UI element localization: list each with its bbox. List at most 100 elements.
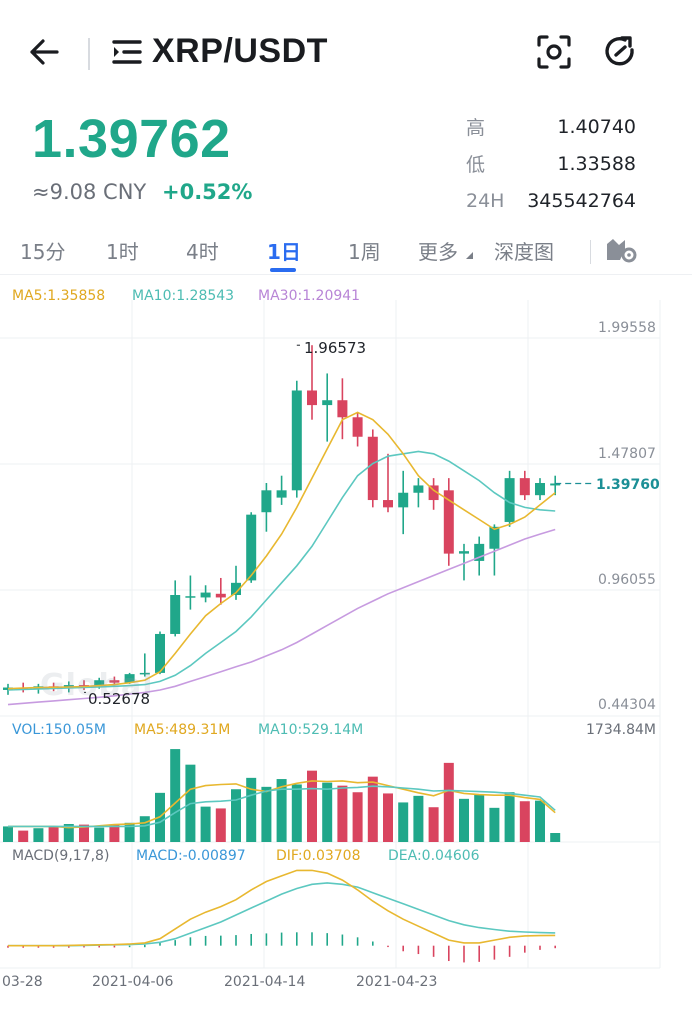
candle-body (398, 492, 409, 508)
fullscreen-button[interactable] (532, 30, 576, 74)
pair-selector[interactable]: XRP/USDT (112, 32, 328, 71)
candle-body (200, 592, 211, 598)
volume-bar (276, 779, 287, 842)
ma10-line (7, 450, 556, 691)
candle-body (489, 526, 500, 549)
volume-bar (519, 801, 530, 842)
volume-bar (367, 776, 378, 842)
candle-body (3, 687, 13, 690)
stat-label: 低 (466, 154, 486, 176)
chart-settings-icon (607, 239, 637, 263)
candle-body (109, 680, 120, 683)
tab-1w[interactable]: 1周 (348, 240, 381, 264)
volume-bar (200, 806, 211, 842)
candle-body (550, 483, 561, 486)
y-tick-label: 1.99558 (598, 320, 656, 336)
candle-body (459, 551, 469, 554)
candle-body (413, 485, 424, 493)
candle-body (535, 483, 545, 496)
tabs-divider (0, 274, 692, 275)
volume-bar (246, 777, 257, 842)
candle-body (231, 582, 241, 596)
kline-chart[interactable] (0, 300, 692, 970)
volume-bar (535, 800, 545, 842)
x-tick-label: 2021-04-14 (224, 974, 306, 990)
interval-tabs: 15分 1时 4时 1日 1周 更多 深度图 (0, 226, 692, 274)
candle-body (337, 400, 348, 418)
back-arrow-icon (30, 39, 59, 65)
candle-body (170, 595, 181, 634)
volume-bar (63, 824, 74, 842)
vol-ma5-legend: MA5:489.31M (134, 722, 231, 738)
stats-panel: 高 1.40740 低 1.33588 24H 345542764 (466, 108, 636, 219)
tab-15m[interactable]: 15分 (20, 240, 66, 264)
stat-row-volume: 24H 345542764 (466, 182, 636, 219)
ma30-line (7, 528, 556, 706)
volume-bar (383, 793, 393, 842)
stat-label: 24H (466, 189, 505, 212)
volume-bar (307, 770, 317, 842)
y-tick-label: 0.44304 (598, 697, 656, 713)
volume-bar (443, 762, 454, 842)
candle-body (352, 417, 363, 437)
low-marker-label: 0.52678 (88, 690, 151, 708)
refresh-button[interactable] (598, 30, 642, 74)
vol-ma10-legend: MA10:529.14M (258, 722, 364, 738)
candle-body (307, 390, 317, 406)
volume-bar (139, 816, 150, 842)
candle-body (139, 672, 150, 675)
vol-legend: VOL:150.05M (12, 722, 106, 738)
volume-bar (504, 792, 515, 842)
stat-value: 1.40740 (557, 115, 636, 138)
candle-body (428, 485, 439, 501)
macd-value: MACD:-0.00897 (136, 848, 246, 864)
back-button[interactable] (22, 30, 66, 74)
volume-bar (489, 807, 500, 842)
dif-value: DIF:0.03708 (276, 848, 361, 864)
tab-more[interactable]: 更多 (418, 236, 474, 265)
volume-bar (3, 826, 13, 842)
tab-4h[interactable]: 4时 (186, 240, 219, 264)
ma10-legend: MA10:1.28543 (132, 288, 235, 304)
candle-body (443, 490, 454, 554)
volume-bar (398, 802, 409, 842)
candle-body (276, 490, 287, 498)
candle-body (185, 596, 196, 598)
x-tick-label: 2021-04-06 (92, 974, 174, 990)
header-divider (88, 38, 90, 70)
volume-bar (322, 782, 333, 842)
candle-body (215, 593, 226, 598)
x-tick-label: 03-28 (2, 974, 43, 990)
candle-body (474, 543, 485, 561)
stat-row-low: 低 1.33588 (466, 145, 636, 182)
volume-bar (215, 808, 226, 842)
candle-body (124, 674, 135, 683)
tab-1d[interactable]: 1日 (267, 240, 301, 264)
volume-bar (94, 827, 105, 842)
watermark: Global (40, 668, 154, 703)
tab-1h[interactable]: 1时 (106, 240, 139, 264)
pair-title: XRP/USDT (152, 32, 328, 70)
last-price-marker: 1.39760 (596, 477, 660, 493)
candle-body (291, 390, 302, 491)
ma5-legend: MA5:1.35858 (12, 288, 106, 304)
volume-bar (48, 827, 59, 842)
volume-bar (231, 789, 241, 842)
candle-body (383, 500, 393, 508)
chart-settings-button[interactable] (604, 234, 638, 268)
high-marker-label: 1.96573 (304, 339, 367, 357)
candle-body (94, 680, 105, 687)
volume-bar (261, 786, 272, 842)
stat-label: 高 (466, 117, 486, 139)
volume-bar (428, 807, 439, 842)
tab-more-label: 更多 (418, 240, 458, 264)
refresh-icon (605, 36, 634, 66)
volume-bar (18, 830, 29, 842)
tab-depth[interactable]: 深度图 (494, 240, 554, 264)
tab-separator (590, 240, 591, 264)
candle-body (322, 400, 333, 406)
volume-bar (109, 824, 120, 842)
price-cny: ≈9.08 CNY (32, 180, 147, 204)
macd-title: MACD(9,17,8) (12, 848, 110, 864)
volume-bar (291, 784, 302, 842)
